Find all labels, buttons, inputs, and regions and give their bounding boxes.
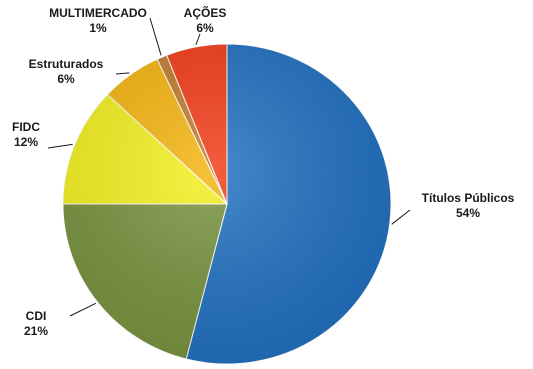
slice-label: MULTIMERCADO xyxy=(49,6,147,20)
slice-label: Títulos Públicos xyxy=(422,191,515,205)
slice-label: Estruturados xyxy=(29,57,104,71)
slice-value-label: 12% xyxy=(14,135,38,149)
leader-line xyxy=(195,33,201,46)
leader-line xyxy=(115,72,130,75)
leader-line xyxy=(69,302,97,317)
slice-value-label: 21% xyxy=(24,324,48,338)
leader-line xyxy=(149,17,162,56)
leader-lines xyxy=(47,17,411,317)
pie-slices xyxy=(62,43,392,365)
slice-value-label: 6% xyxy=(196,21,214,35)
slice-label: AÇÕES xyxy=(184,5,227,20)
slice-label: CDI xyxy=(26,309,47,323)
leader-line xyxy=(391,209,411,225)
slice-value-label: 6% xyxy=(57,72,75,86)
slice-value-label: 1% xyxy=(89,21,107,35)
slice-label: FIDC xyxy=(12,120,40,134)
leader-line xyxy=(47,143,73,149)
slice-value-label: 54% xyxy=(456,206,480,220)
